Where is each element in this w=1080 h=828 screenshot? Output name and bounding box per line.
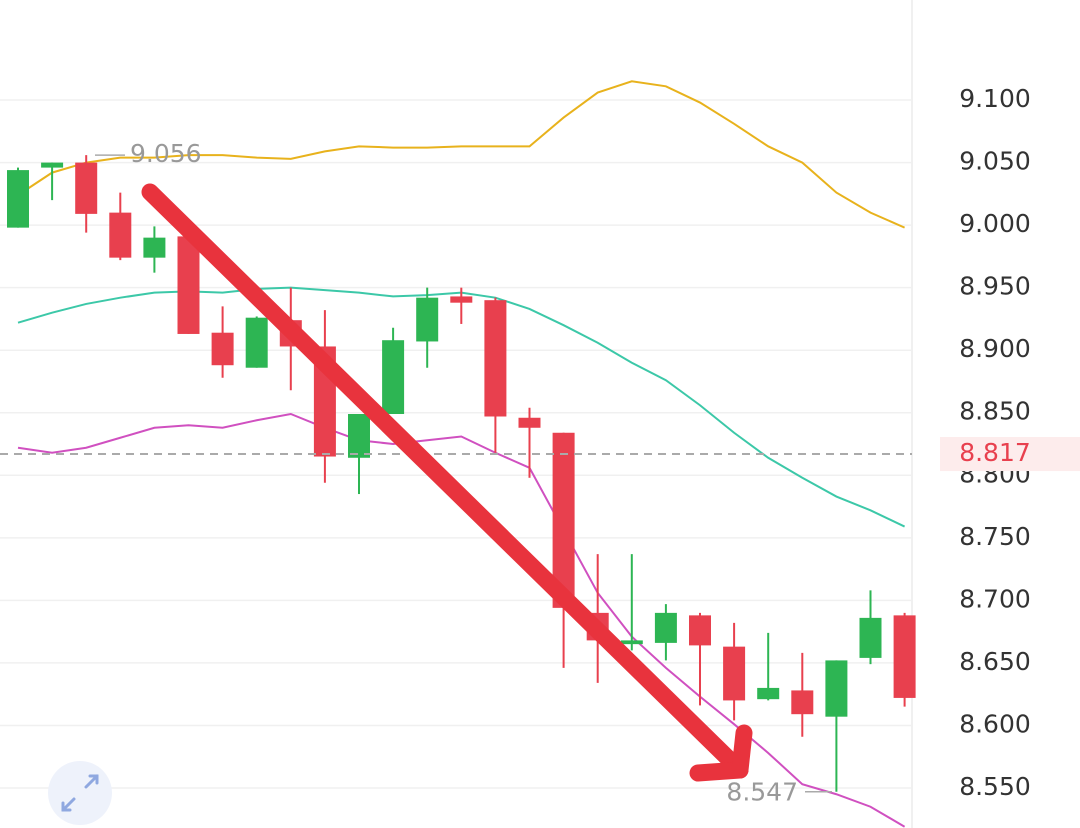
candle-body — [518, 417, 541, 428]
candle-body — [109, 212, 132, 258]
min-label: 8.547 — [726, 778, 798, 807]
grid: 9.1009.0509.0008.9508.9008.8508.8008.750… — [0, 84, 1031, 801]
candle-body — [757, 687, 780, 700]
candle-body — [450, 296, 473, 303]
band-line — [17, 80, 906, 229]
candle-body — [689, 615, 711, 646]
y-tick-label: 8.650 — [959, 647, 1031, 676]
y-tick-label: 8.850 — [959, 397, 1031, 426]
candle-body — [791, 690, 814, 715]
candle-body — [382, 340, 405, 414]
annotations: 8.817 9.056 8.547 — [0, 139, 1080, 807]
expand-bg[interactable] — [48, 761, 112, 825]
expand-button[interactable] — [48, 761, 112, 825]
candle-body — [825, 660, 848, 717]
candle-body — [211, 332, 234, 366]
candle-body — [620, 640, 643, 645]
band-line — [17, 412, 906, 828]
y-tick-label: 9.050 — [959, 147, 1031, 176]
candles — [7, 155, 916, 792]
expand-icon[interactable] — [61, 774, 99, 812]
y-tick-label: 8.950 — [959, 272, 1031, 301]
current-price-label: 8.817 — [959, 438, 1031, 467]
candle-body — [723, 646, 746, 701]
y-tick-label: 8.550 — [959, 772, 1031, 801]
arrow-shaft — [141, 183, 749, 779]
y-tick-label: 9.000 — [959, 209, 1031, 238]
candle-body — [75, 162, 98, 214]
max-label: 9.056 — [130, 139, 202, 168]
y-tick-label: 8.900 — [959, 334, 1031, 363]
candle-body — [245, 317, 268, 368]
candle-body — [177, 236, 200, 334]
candle-body — [348, 414, 370, 458]
candle-body — [859, 617, 882, 658]
arrow-head — [731, 724, 753, 779]
candle-body — [416, 297, 439, 342]
candle-body — [41, 162, 64, 168]
candle-body — [484, 300, 507, 417]
y-tick-label: 8.600 — [959, 709, 1031, 738]
y-tick-label: 8.750 — [959, 522, 1031, 551]
trend-arrow — [141, 183, 753, 782]
candle-body — [143, 237, 166, 258]
candle-body — [893, 615, 916, 698]
candle-body — [7, 170, 29, 228]
current-price-box — [940, 437, 1080, 472]
y-tick-label: 8.700 — [959, 584, 1031, 613]
candle-body — [654, 612, 677, 643]
candle-body — [552, 432, 575, 608]
y-tick-label: 9.100 — [959, 84, 1031, 113]
